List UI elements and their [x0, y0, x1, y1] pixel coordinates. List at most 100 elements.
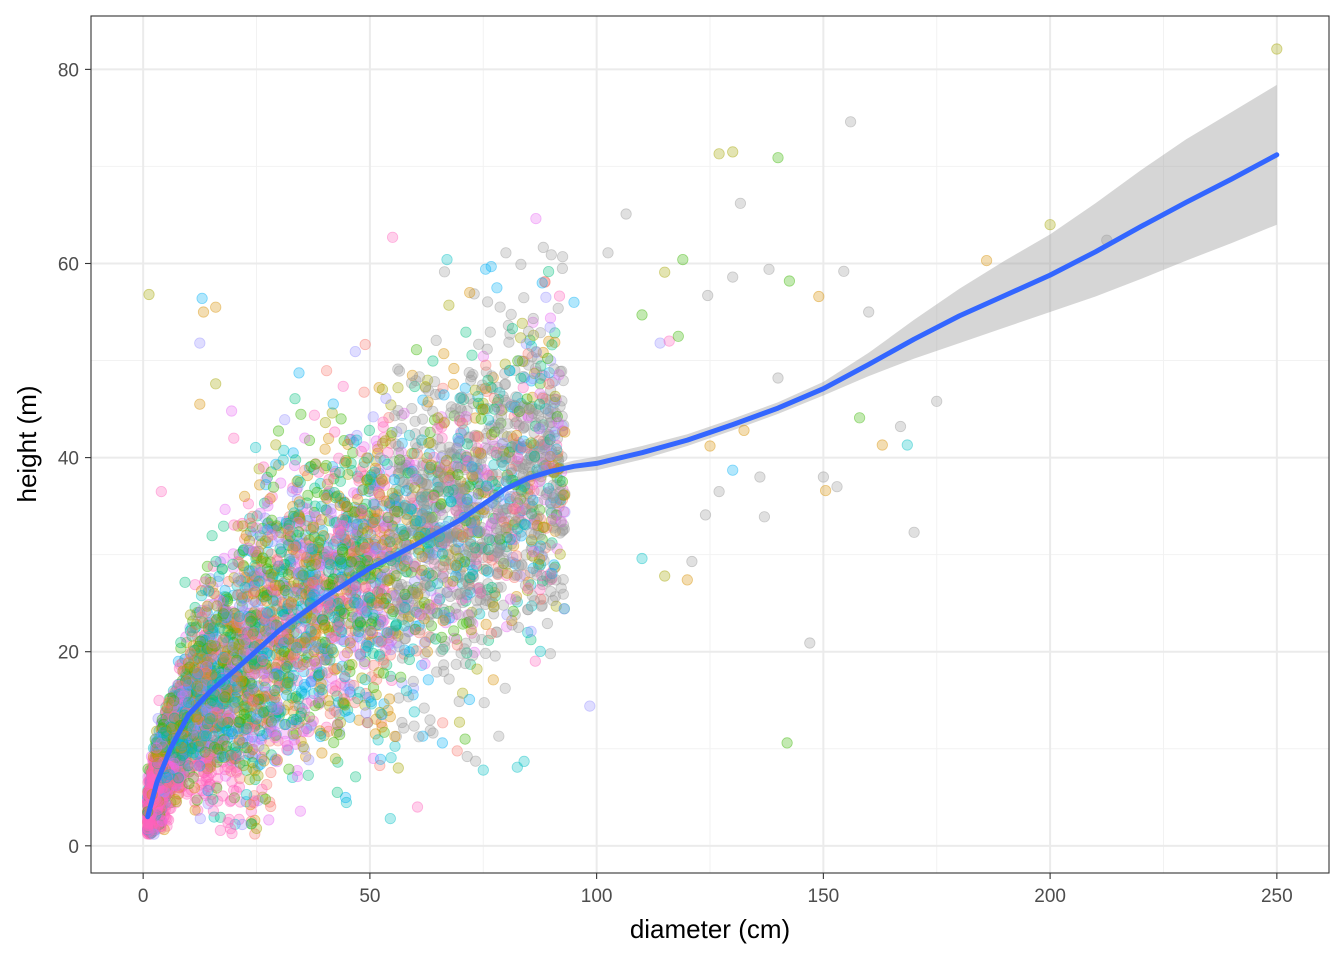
data-point [344, 684, 354, 694]
data-point [304, 755, 314, 765]
data-point [317, 748, 327, 758]
data-point [259, 756, 269, 766]
data-point [489, 602, 499, 612]
data-point [264, 815, 274, 825]
data-point [298, 570, 308, 580]
data-point [528, 313, 538, 323]
data-point [350, 346, 360, 356]
data-point [486, 261, 496, 271]
data-point [393, 383, 403, 393]
data-point [419, 703, 429, 713]
data-point [396, 672, 406, 682]
data-point [154, 695, 164, 705]
data-point [351, 435, 361, 445]
data-point [488, 675, 498, 685]
data-point [397, 717, 407, 727]
data-point [549, 430, 559, 440]
data-point [448, 379, 458, 389]
data-point [300, 433, 310, 443]
data-point [362, 453, 372, 463]
data-point [523, 604, 533, 614]
data-point [396, 423, 406, 433]
data-point [481, 619, 491, 629]
data-point [466, 375, 476, 385]
data-point [505, 594, 515, 604]
data-point [439, 267, 449, 277]
data-point [188, 627, 198, 637]
data-point [502, 610, 512, 620]
data-point [282, 690, 292, 700]
data-point [559, 524, 569, 534]
data-point [359, 659, 369, 669]
data-point [423, 675, 433, 685]
data-point [306, 677, 316, 687]
data-point [215, 825, 225, 835]
data-point [425, 715, 435, 725]
data-point [449, 363, 459, 373]
data-point [368, 412, 378, 422]
data-point [482, 297, 492, 307]
data-point [541, 292, 551, 302]
data-point [472, 664, 482, 674]
data-point [550, 391, 560, 401]
data-point [320, 444, 330, 454]
data-point [326, 508, 336, 518]
data-point [273, 426, 283, 436]
data-point [338, 381, 348, 391]
data-point [530, 656, 540, 666]
data-point [393, 763, 403, 773]
data-point [485, 327, 495, 337]
data-point [270, 685, 280, 695]
data-point [543, 266, 553, 276]
data-point [328, 399, 338, 409]
data-point [512, 570, 522, 580]
data-point [506, 309, 516, 319]
data-point [460, 658, 470, 668]
data-point [535, 646, 545, 656]
data-point [543, 353, 553, 363]
data-point [370, 514, 380, 524]
data-point [371, 524, 381, 534]
data-point [316, 515, 326, 525]
data-point [410, 429, 420, 439]
data-point [507, 323, 517, 333]
data-point [350, 772, 360, 782]
data-point [472, 596, 482, 606]
data-point [344, 660, 354, 670]
data-point [429, 377, 439, 387]
data-point [487, 582, 497, 592]
data-point [511, 392, 521, 402]
data-point [341, 457, 351, 467]
data-point [560, 427, 570, 437]
data-point [271, 459, 281, 469]
data-point [462, 751, 472, 761]
data-point [330, 631, 340, 641]
data-point [490, 651, 500, 661]
data-point [271, 440, 281, 450]
data-point [557, 476, 567, 486]
data-point [180, 577, 190, 587]
data-point [432, 593, 442, 603]
data-point [417, 551, 427, 561]
data-point [417, 414, 427, 424]
data-point [439, 349, 449, 359]
data-point [284, 764, 294, 774]
data-point [557, 263, 567, 273]
data-point [250, 442, 260, 452]
data-point [207, 531, 217, 541]
data-point [482, 564, 492, 574]
data-point [545, 649, 555, 659]
data-point [474, 339, 484, 349]
data-point [378, 668, 388, 678]
data-point [330, 427, 340, 437]
data-point [444, 300, 454, 310]
data-point [438, 718, 448, 728]
data-point [479, 698, 489, 708]
data-point [378, 417, 388, 427]
data-point [171, 796, 181, 806]
data-point [542, 618, 552, 628]
data-point [455, 393, 465, 403]
data-point [390, 731, 400, 741]
data-point [535, 328, 545, 338]
data-point [362, 717, 372, 727]
